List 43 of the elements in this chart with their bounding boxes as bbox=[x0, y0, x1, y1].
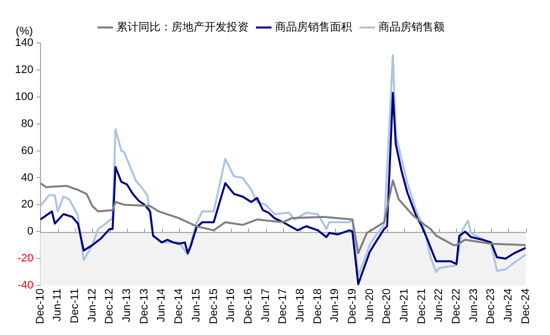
y-axis-title: (%) bbox=[16, 26, 33, 38]
x-tick-label: Dec-10 bbox=[34, 288, 46, 324]
y-tick-label: 100 bbox=[14, 90, 34, 103]
x-tick-label: Jun-11 bbox=[52, 288, 64, 322]
y-tick-label: 60 bbox=[21, 144, 34, 157]
y-tick-label: 120 bbox=[14, 64, 34, 76]
y-tick-label: 20 bbox=[21, 198, 34, 211]
x-tick-label: Dec-16 bbox=[242, 288, 254, 324]
x-tick-label: Jun-17 bbox=[260, 288, 272, 322]
y-tick-label: 140 bbox=[14, 37, 34, 50]
x-tick-label: Jun-16 bbox=[225, 288, 238, 322]
legend-label: 商品房销售面积 bbox=[274, 20, 352, 34]
x-tick-label: Jun-21 bbox=[398, 288, 410, 322]
x-tick-label: Jun-24 bbox=[502, 288, 514, 322]
x-tick-label: Jun-12 bbox=[86, 288, 98, 322]
x-tick-label: Jun-13 bbox=[121, 288, 134, 322]
x-tick-label: Dec-15 bbox=[208, 288, 220, 324]
x-tick-label: Jun-19 bbox=[329, 288, 342, 322]
y-tick-label: -20 bbox=[17, 252, 34, 265]
x-tick-label: Dec-14 bbox=[173, 288, 186, 324]
x-tick-label: Dec-23 bbox=[485, 288, 498, 324]
legend-label: 商品房销售额 bbox=[378, 20, 444, 34]
x-tick-label: Dec-24 bbox=[520, 288, 532, 324]
x-tick-label: Dec-17 bbox=[277, 288, 290, 324]
x-tick-label: Jun-15 bbox=[190, 288, 202, 322]
x-tick-label: Dec-19 bbox=[346, 288, 358, 324]
x-tick-label: Dec-12 bbox=[104, 288, 116, 324]
x-tick-label: Jun-14 bbox=[156, 288, 168, 322]
x-tick-label: Jun-22 bbox=[433, 288, 446, 322]
y-tick-label: -40 bbox=[17, 280, 34, 292]
y-tick-label: 40 bbox=[21, 172, 34, 184]
x-tick-label: Dec-20 bbox=[381, 288, 394, 324]
legend-label: 累计同比：房地产开发投资 bbox=[116, 20, 248, 34]
x-tick-label: Dec-13 bbox=[138, 288, 150, 324]
x-tick-label: Jun-23 bbox=[468, 288, 480, 322]
y-tick-label: 0 bbox=[27, 226, 34, 238]
x-tick-label: Dec-18 bbox=[312, 288, 324, 324]
x-tick-label: Dec-11 bbox=[69, 288, 82, 324]
y-tick-label: 80 bbox=[21, 118, 34, 130]
x-tick-label: Dec-21 bbox=[416, 288, 428, 324]
x-tick-label: Jun-18 bbox=[294, 288, 306, 322]
x-tick-label: Dec-22 bbox=[450, 288, 462, 324]
x-tick-label: Jun-20 bbox=[364, 288, 376, 322]
